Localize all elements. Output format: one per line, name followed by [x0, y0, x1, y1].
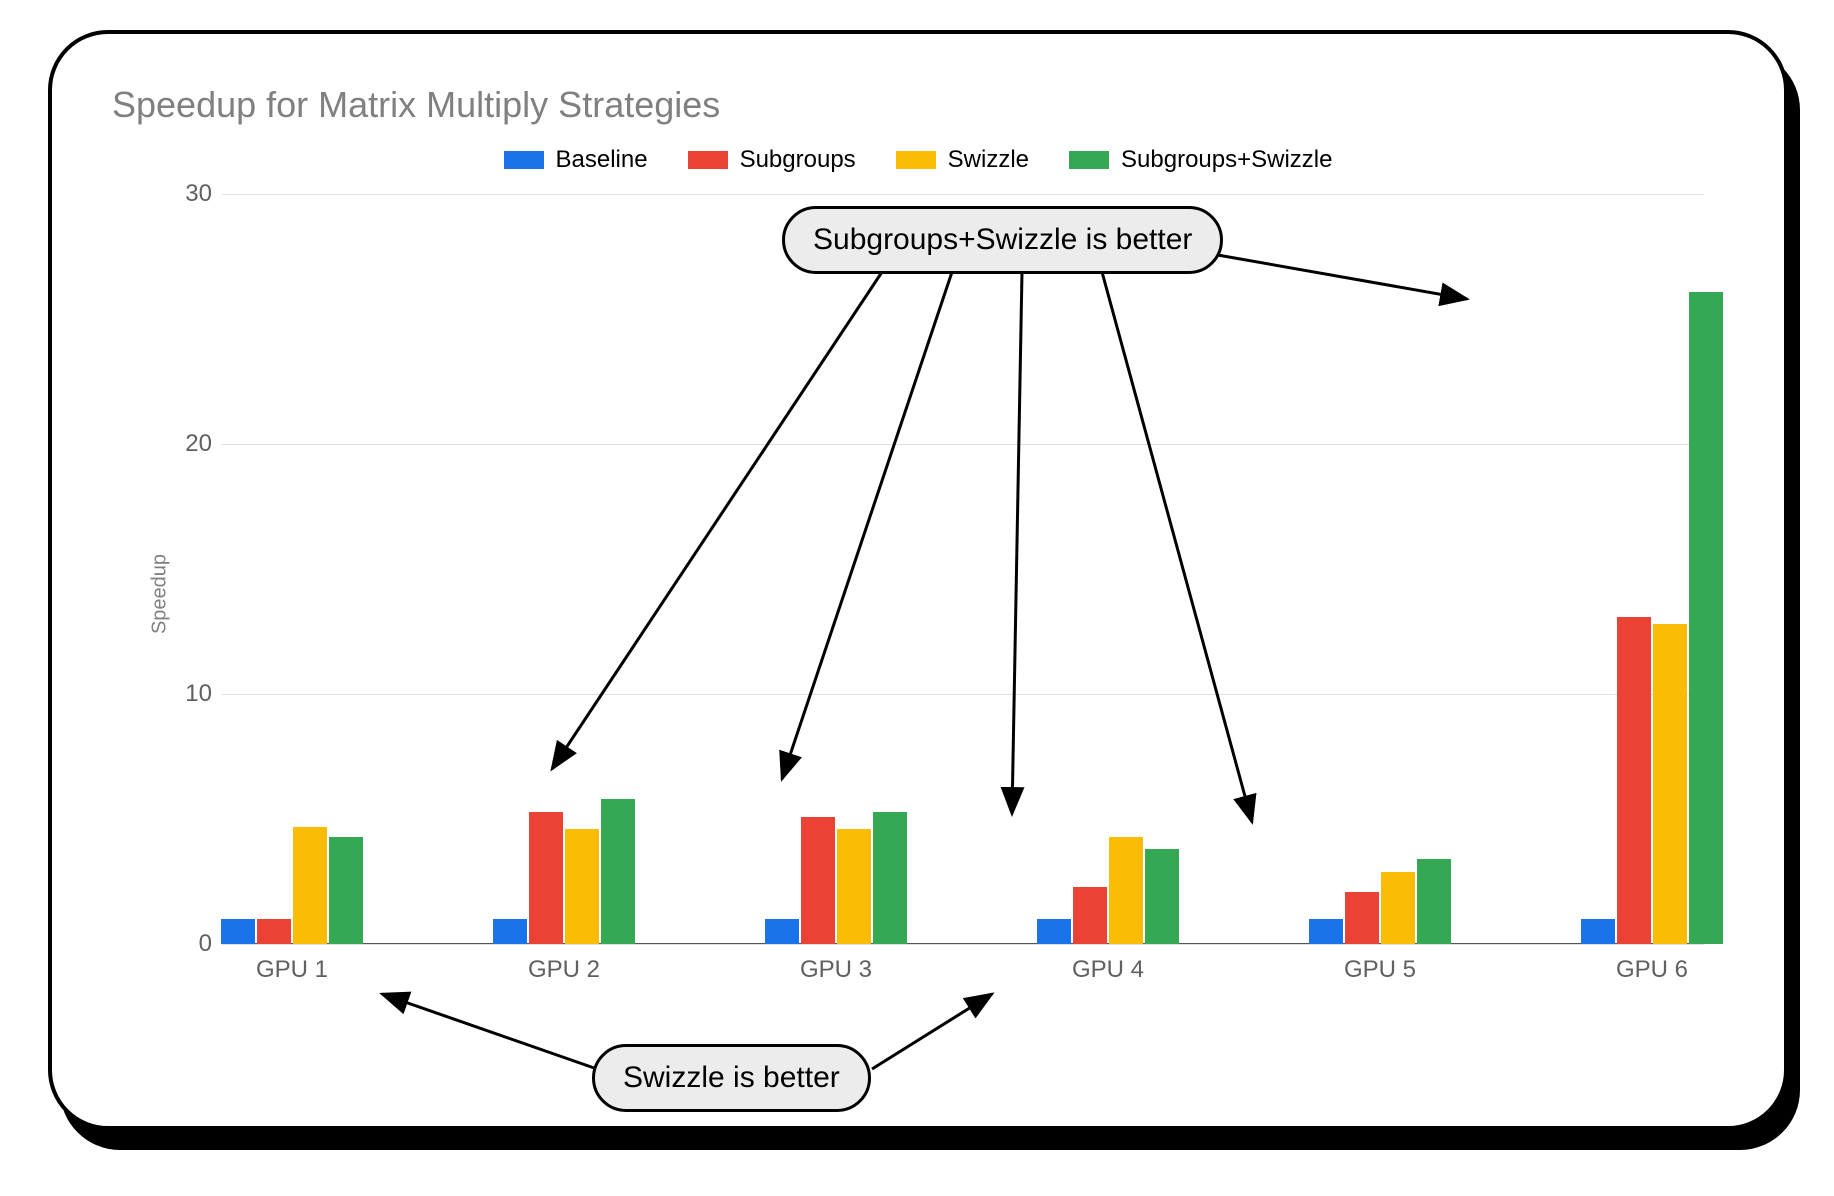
gridline — [222, 444, 1704, 445]
legend-item: Subgroups — [688, 146, 856, 174]
bar — [1309, 919, 1343, 944]
bar — [801, 817, 835, 945]
x-tick-label: GPU 6 — [1572, 944, 1732, 984]
chart-card: Speedup for Matrix Multiply Strategies B… — [48, 30, 1788, 1130]
y-tick: 10 — [162, 680, 212, 708]
bar-group: GPU 1 — [212, 827, 372, 945]
legend-swatch — [896, 151, 936, 169]
callout-text: Swizzle is better — [623, 1061, 840, 1094]
bar — [1145, 849, 1179, 944]
gridline — [222, 944, 1704, 945]
y-tick: 30 — [162, 180, 212, 208]
plot: 0102030GPU 1GPU 2GPU 3GPU 4GPU 5GPU 6 — [222, 194, 1704, 944]
bar — [529, 812, 563, 945]
legend-item: Baseline — [504, 146, 648, 174]
bar-group: GPU 3 — [756, 812, 916, 945]
y-tick: 20 — [162, 430, 212, 458]
bar — [329, 837, 363, 945]
x-tick-label: GPU 1 — [212, 944, 372, 984]
callout-text: Subgroups+Swizzle is better — [813, 223, 1192, 256]
x-tick-label: GPU 2 — [484, 944, 644, 984]
x-axis — [222, 943, 1704, 944]
bar — [1617, 617, 1651, 945]
x-tick-label: GPU 3 — [756, 944, 916, 984]
bar — [1653, 624, 1687, 944]
bar — [221, 919, 255, 944]
chart-area: Speedup 0102030GPU 1GPU 2GPU 3GPU 4GPU 5… — [112, 184, 1724, 1004]
bar — [601, 799, 635, 944]
bar — [1689, 292, 1723, 945]
bar — [1417, 859, 1451, 944]
legend-swatch — [688, 151, 728, 169]
x-tick-label: GPU 4 — [1028, 944, 1188, 984]
bar — [257, 919, 291, 944]
chart-title: Speedup for Matrix Multiply Strategies — [112, 84, 1724, 126]
legend-item: Swizzle — [896, 146, 1029, 174]
bar-group: GPU 2 — [484, 799, 644, 944]
bar — [1109, 837, 1143, 945]
callout-subgroups-swizzle: Subgroups+Swizzle is better — [782, 206, 1223, 274]
legend: Baseline Subgroups Swizzle Subgroups+Swizzl… — [112, 146, 1724, 174]
bar — [1073, 887, 1107, 945]
bar — [1381, 872, 1415, 945]
bar — [493, 919, 527, 944]
bar — [873, 812, 907, 945]
bar — [1581, 919, 1615, 944]
bar-group: GPU 6 — [1572, 292, 1732, 945]
bar — [293, 827, 327, 945]
legend-label: Subgroups — [740, 146, 856, 174]
callout-swizzle: Swizzle is better — [592, 1044, 871, 1112]
bar — [1345, 892, 1379, 945]
legend-swatch — [504, 151, 544, 169]
legend-item: Subgroups+Swizzle — [1069, 146, 1332, 174]
bar — [1037, 919, 1071, 944]
y-tick: 0 — [162, 930, 212, 958]
bar — [837, 829, 871, 944]
gridline — [222, 194, 1704, 195]
legend-label: Subgroups+Swizzle — [1121, 146, 1332, 174]
x-tick-label: GPU 5 — [1300, 944, 1460, 984]
bar — [765, 919, 799, 944]
bar — [565, 829, 599, 944]
legend-label: Swizzle — [948, 146, 1029, 174]
bar-group: GPU 4 — [1028, 837, 1188, 945]
bar-group: GPU 5 — [1300, 859, 1460, 944]
y-axis-label: Speedup — [149, 554, 172, 634]
legend-label: Baseline — [556, 146, 648, 174]
legend-swatch — [1069, 151, 1109, 169]
gridline — [222, 694, 1704, 695]
